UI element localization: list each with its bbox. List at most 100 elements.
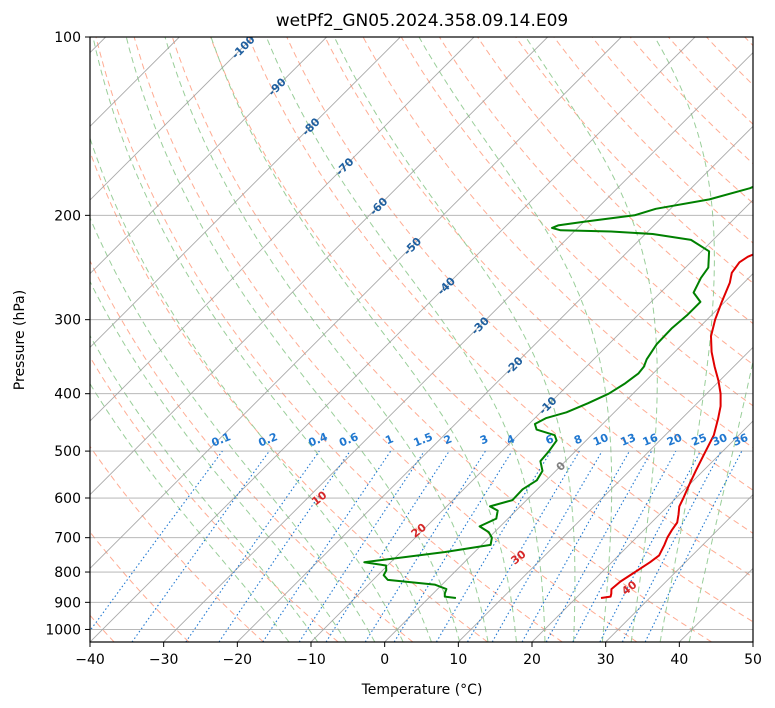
x-tick-label: 40 [670, 652, 688, 668]
isotherm [163, 52, 753, 642]
isotherm [458, 346, 753, 642]
mixing-ratio-line [298, 450, 425, 642]
y-tick-label: 800 [54, 565, 81, 581]
moist-adiabat [90, 216, 376, 642]
mixing-ratio-line [644, 450, 743, 642]
isotherm [90, 37, 327, 275]
axes: −40 −30 −20 −10 0 10 20 30 40 50 100 200 300 400 500 60… [45, 30, 762, 668]
moist-adiabat [418, 37, 613, 642]
moist-adiabat [90, 382, 290, 642]
moist-adiabat [90, 136, 404, 642]
mixing-ratio-line [521, 450, 630, 642]
isotherm [384, 273, 753, 642]
mixing-ratio-label-text: 10 [591, 431, 610, 449]
plot-frame [89, 36, 754, 643]
mixing-ratio-line [262, 450, 392, 642]
mixing-ratio-label-text: 8 [572, 432, 584, 447]
dry-adiabat [248, 37, 753, 578]
dry-adiabat [324, 37, 753, 491]
dewpoint-line [363, 185, 753, 599]
isotherm [531, 420, 753, 642]
moist-adiabat [333, 37, 576, 642]
isotherm [90, 37, 696, 642]
mixing-ratio-label-text: 36 [731, 431, 750, 449]
dry-adiabat [90, 259, 414, 642]
dry-adiabat [95, 37, 563, 642]
mixing-ratio-line [572, 450, 677, 642]
moist-adiabat [90, 334, 319, 642]
y-tick-label: 700 [54, 531, 81, 547]
isotherm [90, 37, 401, 348]
moist-adiabat [265, 37, 546, 642]
y-tick-label: 400 [54, 387, 81, 403]
y-tick-label: 500 [54, 444, 81, 460]
moist-adiabat [210, 37, 517, 642]
isotherm [237, 125, 753, 642]
moist-adiabat [90, 280, 347, 642]
dry-adiabat [90, 445, 264, 642]
dry-adiabat [477, 37, 753, 325]
mixing-ratio-label: 36 [731, 431, 750, 449]
mixing-ratio-label-text: 13 [619, 431, 638, 449]
mixing-ratio-line [185, 450, 320, 642]
mixing-ratio-label-text: 30 [710, 431, 729, 449]
mixing-ratio-label: 20 [665, 431, 684, 449]
dry-adiabat [515, 37, 753, 284]
mixing-ratio-label: 16 [641, 431, 660, 449]
x-tick-label: 30 [597, 652, 615, 668]
mixing-ratio-label: 2 [442, 432, 454, 447]
temperature-line [600, 253, 753, 599]
y-tick-label: 300 [54, 313, 81, 329]
moist-adiabat [688, 358, 753, 642]
mixing-ratio-label-text: 2 [442, 432, 454, 447]
isotherm [310, 199, 753, 642]
x-tick-label: −30 [149, 652, 179, 668]
chart-title: wetPf2_GN05.2024.358.09.14.E09 [276, 11, 568, 31]
mixing-ratio-label-text: 16 [641, 431, 660, 449]
y-tick-label: 1000 [45, 622, 81, 638]
moist-adiabat [525, 37, 658, 642]
x-tick-label: −10 [296, 652, 326, 668]
isotherm [90, 37, 622, 569]
mixing-ratio-line [218, 450, 351, 642]
mixing-ratio-label: 3 [478, 432, 490, 447]
sounding-series [363, 185, 753, 599]
moist-adiabat [164, 37, 489, 642]
mixing-ratio-label: 1 [383, 432, 395, 447]
isotherm [90, 37, 254, 201]
x-tick-label: 10 [449, 652, 467, 668]
dry-adiabat [629, 37, 753, 165]
moist-adiabat [125, 37, 461, 642]
y-tick-label: 600 [54, 491, 81, 507]
mixing-ratio-label: 8 [572, 432, 584, 447]
moist-adiabat [654, 37, 715, 642]
mixing-ratio-label-text: 1 [383, 432, 395, 447]
moist-adiabat [92, 37, 432, 642]
x-tick-label: 50 [744, 652, 762, 668]
x-axis-label: Temperature (°C) [361, 682, 483, 698]
x-tick-label: −20 [223, 652, 253, 668]
isotherm [90, 37, 475, 422]
mixing-ratio-label: 13 [619, 431, 638, 449]
y-axis-label: Pressure (hPa) [12, 290, 28, 390]
dry-adiabat [400, 37, 753, 407]
y-tick-label: 100 [54, 30, 81, 46]
mixing-ratio-label-text: 3 [478, 432, 490, 447]
mixing-ratio-label-text: 25 [690, 431, 709, 449]
dry-adiabat [210, 37, 753, 623]
isotherm [90, 37, 548, 496]
mixing-ratio-label-text: 20 [665, 431, 684, 449]
y-tick-label: 900 [54, 595, 81, 611]
dry-adiabat [133, 37, 638, 642]
mixing-ratio-label: 25 [690, 431, 709, 449]
mixing-ratio-line [393, 450, 513, 642]
mixing-ratio-label: 30 [710, 431, 729, 449]
background-lines [90, 37, 753, 642]
x-tick-label: 20 [523, 652, 541, 668]
x-tick-label: 0 [380, 652, 389, 668]
mixing-ratio-line [545, 450, 653, 642]
isotherm [605, 494, 753, 642]
y-tick-label: 200 [54, 208, 81, 224]
